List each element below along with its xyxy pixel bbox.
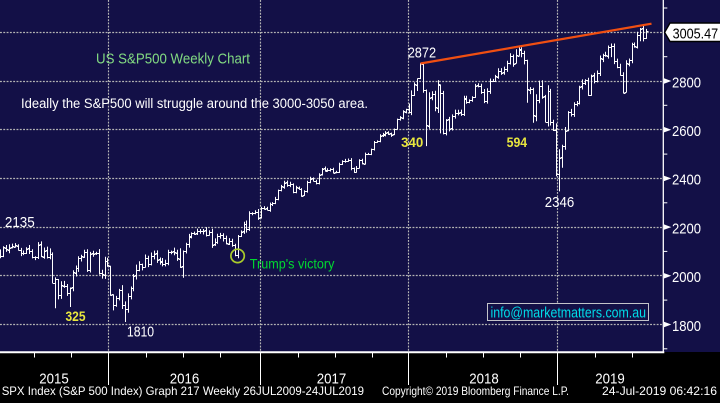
svg-text:3005.47: 3005.47 <box>673 25 719 42</box>
svg-text:2800: 2800 <box>672 74 701 91</box>
svg-text:1810: 1810 <box>127 323 154 340</box>
svg-text:Trump's victory: Trump's victory <box>250 256 335 272</box>
svg-text:2600: 2600 <box>672 123 701 140</box>
svg-text:594: 594 <box>507 134 528 150</box>
svg-text:2016: 2016 <box>170 370 200 387</box>
svg-text:2000: 2000 <box>672 269 701 286</box>
svg-text:24-Jul-2019 06:42:16: 24-Jul-2019 06:42:16 <box>602 385 717 398</box>
svg-text:340: 340 <box>401 134 423 150</box>
svg-text:2015: 2015 <box>39 370 69 387</box>
svg-text:2200: 2200 <box>672 220 701 237</box>
svg-text:SPX Index (S&P 500 Index) Grap: SPX Index (S&P 500 Index) Graph 217 Week… <box>2 385 364 398</box>
svg-text:1800: 1800 <box>672 318 701 335</box>
svg-text:2018: 2018 <box>469 370 499 387</box>
svg-text:2872: 2872 <box>408 45 436 62</box>
svg-text:2400: 2400 <box>672 172 701 189</box>
svg-text:2346: 2346 <box>545 194 575 211</box>
svg-text:info@marketmatters.com.au: info@marketmatters.com.au <box>491 305 647 321</box>
svg-text:Ideally the S&P500 will strugg: Ideally the S&P500 will struggle around … <box>21 96 368 111</box>
svg-text:2019: 2019 <box>595 370 625 387</box>
svg-text:325: 325 <box>66 308 86 324</box>
svg-text:2017: 2017 <box>317 370 347 387</box>
svg-text:Copyright© 2019 Bloomberg Fina: Copyright© 2019 Bloomberg Finance L.P. <box>382 385 569 398</box>
svg-text:2135: 2135 <box>5 214 35 231</box>
svg-text:US S&P500 Weekly Chart: US S&P500 Weekly Chart <box>96 51 251 68</box>
